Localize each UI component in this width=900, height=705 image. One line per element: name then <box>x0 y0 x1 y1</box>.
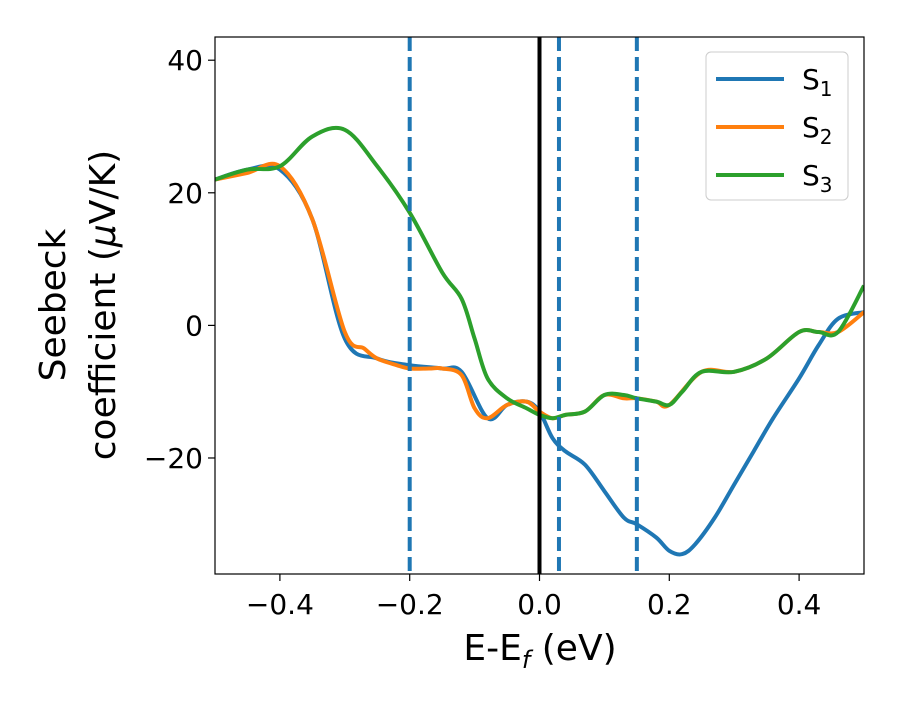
legend-label-sub: 2 <box>820 125 833 149</box>
x-tick-label: 0.0 <box>517 588 562 621</box>
y-tick-label: −20 <box>144 442 203 475</box>
x-axis-title-unit: (eV) <box>530 628 616 669</box>
y-axis-title-line2: coefficient (μV/K) <box>83 150 124 460</box>
legend-label-s3: S3 <box>802 159 833 197</box>
y-axis-title-pre: coefficient ( <box>83 247 124 460</box>
x-tick-label: −0.4 <box>246 588 314 621</box>
x-tick-label: 0.2 <box>647 588 692 621</box>
x-tick-label: −0.2 <box>376 588 444 621</box>
y-tick-label: 0 <box>185 309 203 342</box>
y-axis-title-post: V/K) <box>83 150 124 224</box>
legend-label-s2: S2 <box>802 111 833 149</box>
legend-label-s1: S1 <box>802 63 833 101</box>
y-axis-title-line1: Seebeck <box>33 228 74 381</box>
x-tick-label: 0.4 <box>777 588 822 621</box>
legend-label-main: S <box>802 111 820 144</box>
legend-label-sub: 1 <box>820 77 833 101</box>
plot-area <box>215 37 864 574</box>
y-tick-label: 20 <box>167 177 203 210</box>
y-axis-title: Seebeck coefficient (μV/K) <box>33 150 124 460</box>
x-axis-title-main: E-E <box>463 628 521 669</box>
plot-content <box>215 37 864 574</box>
y-tick-label: 40 <box>167 44 203 77</box>
legend-label-main: S <box>802 63 820 96</box>
x-axis-title: E-Ef (eV) <box>463 628 616 674</box>
axes: −0.4 −0.2 0.0 0.2 0.4 −20 0 20 40 <box>144 36 865 621</box>
series-line-s1 <box>215 163 864 557</box>
legend-label-sub: 3 <box>820 173 833 197</box>
y-axis-title-mu: μ <box>83 224 124 248</box>
legend-label-main: S <box>802 159 820 192</box>
